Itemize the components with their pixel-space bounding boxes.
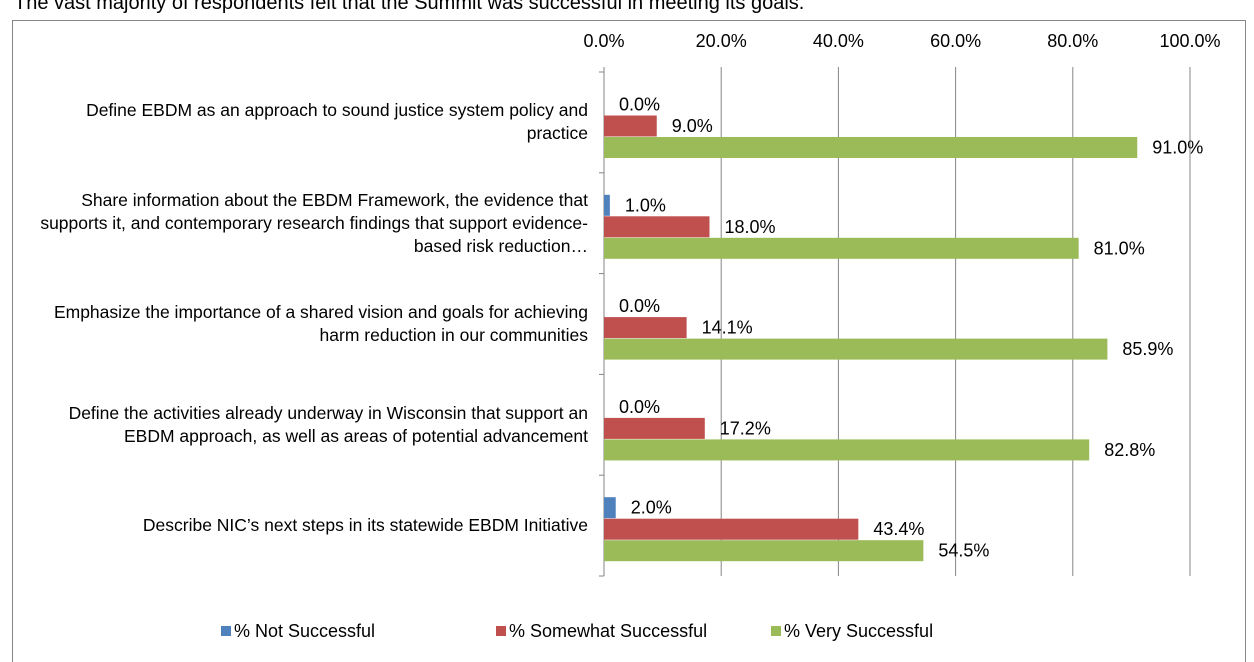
bar [604, 237, 1079, 259]
bar [604, 439, 1090, 461]
caption: The vast majority of respondents felt th… [14, 0, 805, 14]
x-tick-label: 0.0% [583, 31, 624, 51]
bar [604, 194, 610, 216]
bar [604, 497, 616, 519]
bar [604, 216, 710, 238]
bar [604, 540, 924, 562]
data-label: 2.0% [631, 498, 672, 518]
data-label: 17.2% [720, 418, 771, 438]
y-tick-label: Share information about the EBDM Framewo… [40, 189, 588, 256]
y-tick-label: Define EBDM as an approach to sound just… [86, 100, 588, 144]
x-tick-label: 60.0% [930, 31, 981, 51]
data-label: 18.0% [724, 217, 775, 237]
data-label: 0.0% [619, 397, 660, 417]
legend-swatch [496, 626, 506, 636]
data-label: 0.0% [619, 95, 660, 115]
legend-label: % Somewhat Successful [509, 621, 707, 641]
bar [604, 338, 1108, 360]
x-tick-label: 40.0% [813, 31, 864, 51]
bar [604, 518, 859, 540]
bar [604, 317, 687, 339]
y-tick-label: Define the activities already underway i… [68, 402, 588, 446]
data-label: 9.0% [672, 116, 713, 136]
chart-border [12, 20, 1246, 662]
bar [604, 137, 1138, 158]
data-label: 14.1% [702, 318, 753, 338]
legend-swatch [221, 626, 231, 636]
data-label: 91.0% [1152, 138, 1203, 158]
data-label: 81.0% [1094, 238, 1145, 258]
bar [604, 115, 657, 137]
bar [604, 417, 705, 439]
legend-label: % Very Successful [784, 621, 933, 641]
x-tick-label: 20.0% [696, 31, 747, 51]
y-tick-label: Emphasize the importance of a shared vis… [53, 301, 588, 345]
data-label: 85.9% [1122, 339, 1173, 359]
x-tick-label: 80.0% [1047, 31, 1098, 51]
legend-swatch [771, 626, 781, 636]
legend-label: % Not Successful [234, 621, 375, 641]
x-tick-label: 100.0% [1159, 31, 1220, 51]
data-label: 43.4% [873, 519, 924, 539]
y-tick-label: Describe NIC’s next steps in its statewi… [142, 515, 588, 536]
data-label: 82.8% [1104, 440, 1155, 460]
data-label: 54.5% [938, 541, 989, 561]
data-label: 0.0% [619, 296, 660, 316]
data-label: 1.0% [625, 195, 666, 215]
